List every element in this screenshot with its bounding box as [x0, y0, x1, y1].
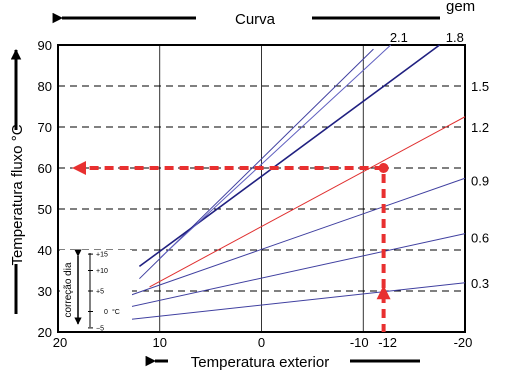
- curve-line: [159, 44, 392, 259]
- curve-line: [138, 44, 441, 268]
- x-tick-label: -12: [378, 335, 397, 350]
- y-tick-label: 30: [38, 284, 52, 299]
- curve-label-right: 1.5: [471, 79, 489, 94]
- correction-scale: +15 +10 +5 0 °C −5: [88, 252, 120, 332]
- curve-label-right: 1.2: [471, 120, 489, 135]
- curve-label-top: 1.8: [446, 30, 464, 45]
- x-tick-label: 20: [53, 335, 67, 350]
- curve-lines: [108, 44, 466, 323]
- x-axis-label: Temperatura exterior: [191, 354, 329, 371]
- correction-box: [60, 249, 132, 330]
- example-flow-arrowhead: [72, 161, 86, 175]
- y-tick-label: 50: [38, 202, 52, 217]
- curve-line: [108, 233, 466, 312]
- grid: [58, 45, 465, 332]
- correction-tick-label: +10: [96, 268, 108, 275]
- correction-title: correção dia: [63, 262, 74, 317]
- curve-line: [108, 282, 466, 323]
- x-tick-label: 0: [258, 335, 265, 350]
- example-intersection-dot: [378, 163, 389, 173]
- curve-line: [118, 177, 466, 300]
- curve-title: Curva: [235, 11, 276, 28]
- x-tick-label: -10: [350, 335, 369, 350]
- curve-label-right: 0.3: [471, 276, 489, 291]
- y-tick-label: 40: [38, 243, 52, 258]
- example-outdoor-arrowhead: [376, 285, 391, 300]
- y-tick-label: 60: [38, 161, 52, 176]
- correction-tick-label: −5: [96, 325, 104, 332]
- tick-labels: 20 30 40 50 60 70 80 90 20 10 0 -10 -12 -20: [38, 38, 473, 350]
- curve-label-right: 0.6: [471, 231, 489, 246]
- x-tick-label: -20: [454, 335, 473, 350]
- y-tick-label: 20: [38, 325, 52, 340]
- curve-labels: 1.5 1.2 0.9 0.6 0.3 2.1 1.8: [390, 30, 489, 291]
- y-tick-label: 90: [38, 38, 52, 53]
- correction-tick-label: 0: [104, 309, 108, 316]
- example-reading: [72, 161, 391, 332]
- x-tick-label: 10: [153, 335, 167, 350]
- header-partial-text: gem: [446, 0, 475, 15]
- correction-tick-label: +15: [96, 252, 108, 259]
- y-tick-label: 70: [38, 120, 52, 135]
- correction-tick-label: °C: [112, 308, 120, 316]
- curve-label-top: 2.1: [390, 30, 408, 45]
- curve-label-right: 0.9: [471, 173, 489, 188]
- curve-line: [149, 116, 466, 288]
- y-axis-label: Temperatura fluxo °C: [9, 124, 26, 265]
- correction-tick-label: +5: [96, 289, 104, 296]
- y-tick-label: 80: [38, 79, 52, 94]
